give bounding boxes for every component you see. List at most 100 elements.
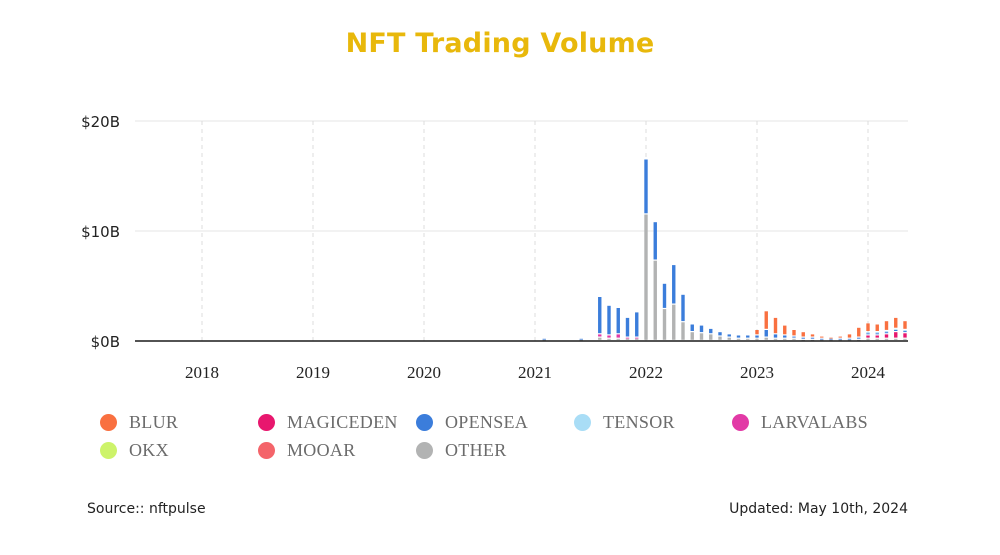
bar-opensea [829,338,833,340]
bar-magiceden [866,335,870,338]
bar-other [690,332,694,340]
bar-other [681,322,685,340]
bar-larvalabs [625,337,630,339]
bar-opensea [598,297,602,334]
bar-opensea [746,335,750,338]
bar-opensea [607,305,611,335]
x-tick-label: 2018 [185,363,219,382]
legend-label: MAGICEDEN [287,411,398,432]
bar-larvalabs [598,334,602,337]
y-tick-label: $10B [81,223,120,241]
chart-bars [542,159,907,341]
x-tick-label: 2019 [296,363,330,382]
bar-other [746,338,750,340]
bar-blur [764,311,768,329]
x-tick-label: 2024 [851,363,886,382]
y-tick-label: $0B [91,333,120,351]
bar-blur [884,321,889,330]
bar-other [764,337,768,340]
bar-other [773,338,778,340]
bar-blur [838,336,842,338]
bar-opensea [709,328,713,334]
bar-magiceden [884,334,889,338]
bar-other [894,338,898,340]
legend-item-blur: BLUR [100,410,178,434]
bar-other [672,304,676,340]
bar-opensea [792,336,796,338]
bar-other [598,337,602,340]
bar-other [709,334,713,340]
bar-opensea [838,338,842,340]
bar-opensea [690,324,694,331]
bar-opensea [773,334,778,338]
bar-opensea [736,335,741,338]
chart-grid [135,120,908,341]
bar-other [699,333,704,340]
bar-opensea [616,308,620,334]
x-tick-label: 2020 [407,363,441,382]
bar-other [903,338,907,340]
bar-opensea [644,159,648,214]
bar-opensea [699,325,704,333]
bar-other [866,338,870,340]
bar-blur [820,336,824,338]
bar-blur [792,330,796,336]
bar-opensea [635,312,639,337]
legend-item-okx: OKX [100,438,169,462]
legend-swatch [416,441,433,459]
bar-blur [847,334,852,338]
legend-swatch [574,413,591,431]
bar-other [653,260,657,340]
bar-magiceden [894,332,898,338]
bar-other [736,338,741,340]
x-tick-label: 2021 [518,363,552,382]
bar-blur [783,325,787,335]
bar-opensea [857,337,861,339]
bar-other [792,338,796,340]
x-tick-label: 2022 [629,363,663,382]
bar-blur [829,337,833,339]
bar-magiceden [903,333,907,338]
bar-opensea [884,332,889,334]
bar-blur [894,317,898,328]
chart-legend: BLUR MAGICEDEN OPENSEA TENSOR LARVALABS OKX MO… [100,410,920,466]
legend-swatch [100,413,117,431]
bar-other [875,338,879,340]
legend-label: OKX [129,439,169,460]
bar-other [783,338,787,340]
bar-other [718,336,722,340]
bar-other [662,309,667,340]
legend-swatch [258,441,275,459]
bar-other [616,338,620,340]
legend-label: BLUR [129,411,179,432]
bar-tensor [875,332,879,333]
bar-other [607,338,611,340]
legend-label: OPENSEA [445,411,529,432]
bar-opensea [653,222,657,260]
bar-opensea [894,330,898,331]
legend-label: TENSOR [603,411,675,432]
bar-opensea [903,331,907,333]
bar-opensea [847,338,852,340]
bar-opensea [542,338,546,340]
bar-other [625,338,630,340]
bar-larvalabs [607,335,611,338]
bar-opensea [579,338,583,340]
bar-tensor [866,332,870,333]
bar-opensea [681,294,685,322]
bar-opensea [764,330,768,337]
bar-other [644,214,648,340]
legend-swatch [100,441,117,459]
bar-opensea [662,283,667,308]
bar-opensea [783,335,787,338]
bar-larvalabs [616,334,620,338]
bar-other [635,338,639,340]
bar-opensea [810,337,815,339]
legend-item-mooar: MOOAR [258,438,356,462]
bar-magiceden [875,335,879,338]
bar-blur [903,321,907,329]
x-tick-label: 2023 [740,363,774,382]
bar-larvalabs [635,337,639,339]
bar-opensea [875,333,879,335]
chart-title: NFT Trading Volume [345,28,655,59]
